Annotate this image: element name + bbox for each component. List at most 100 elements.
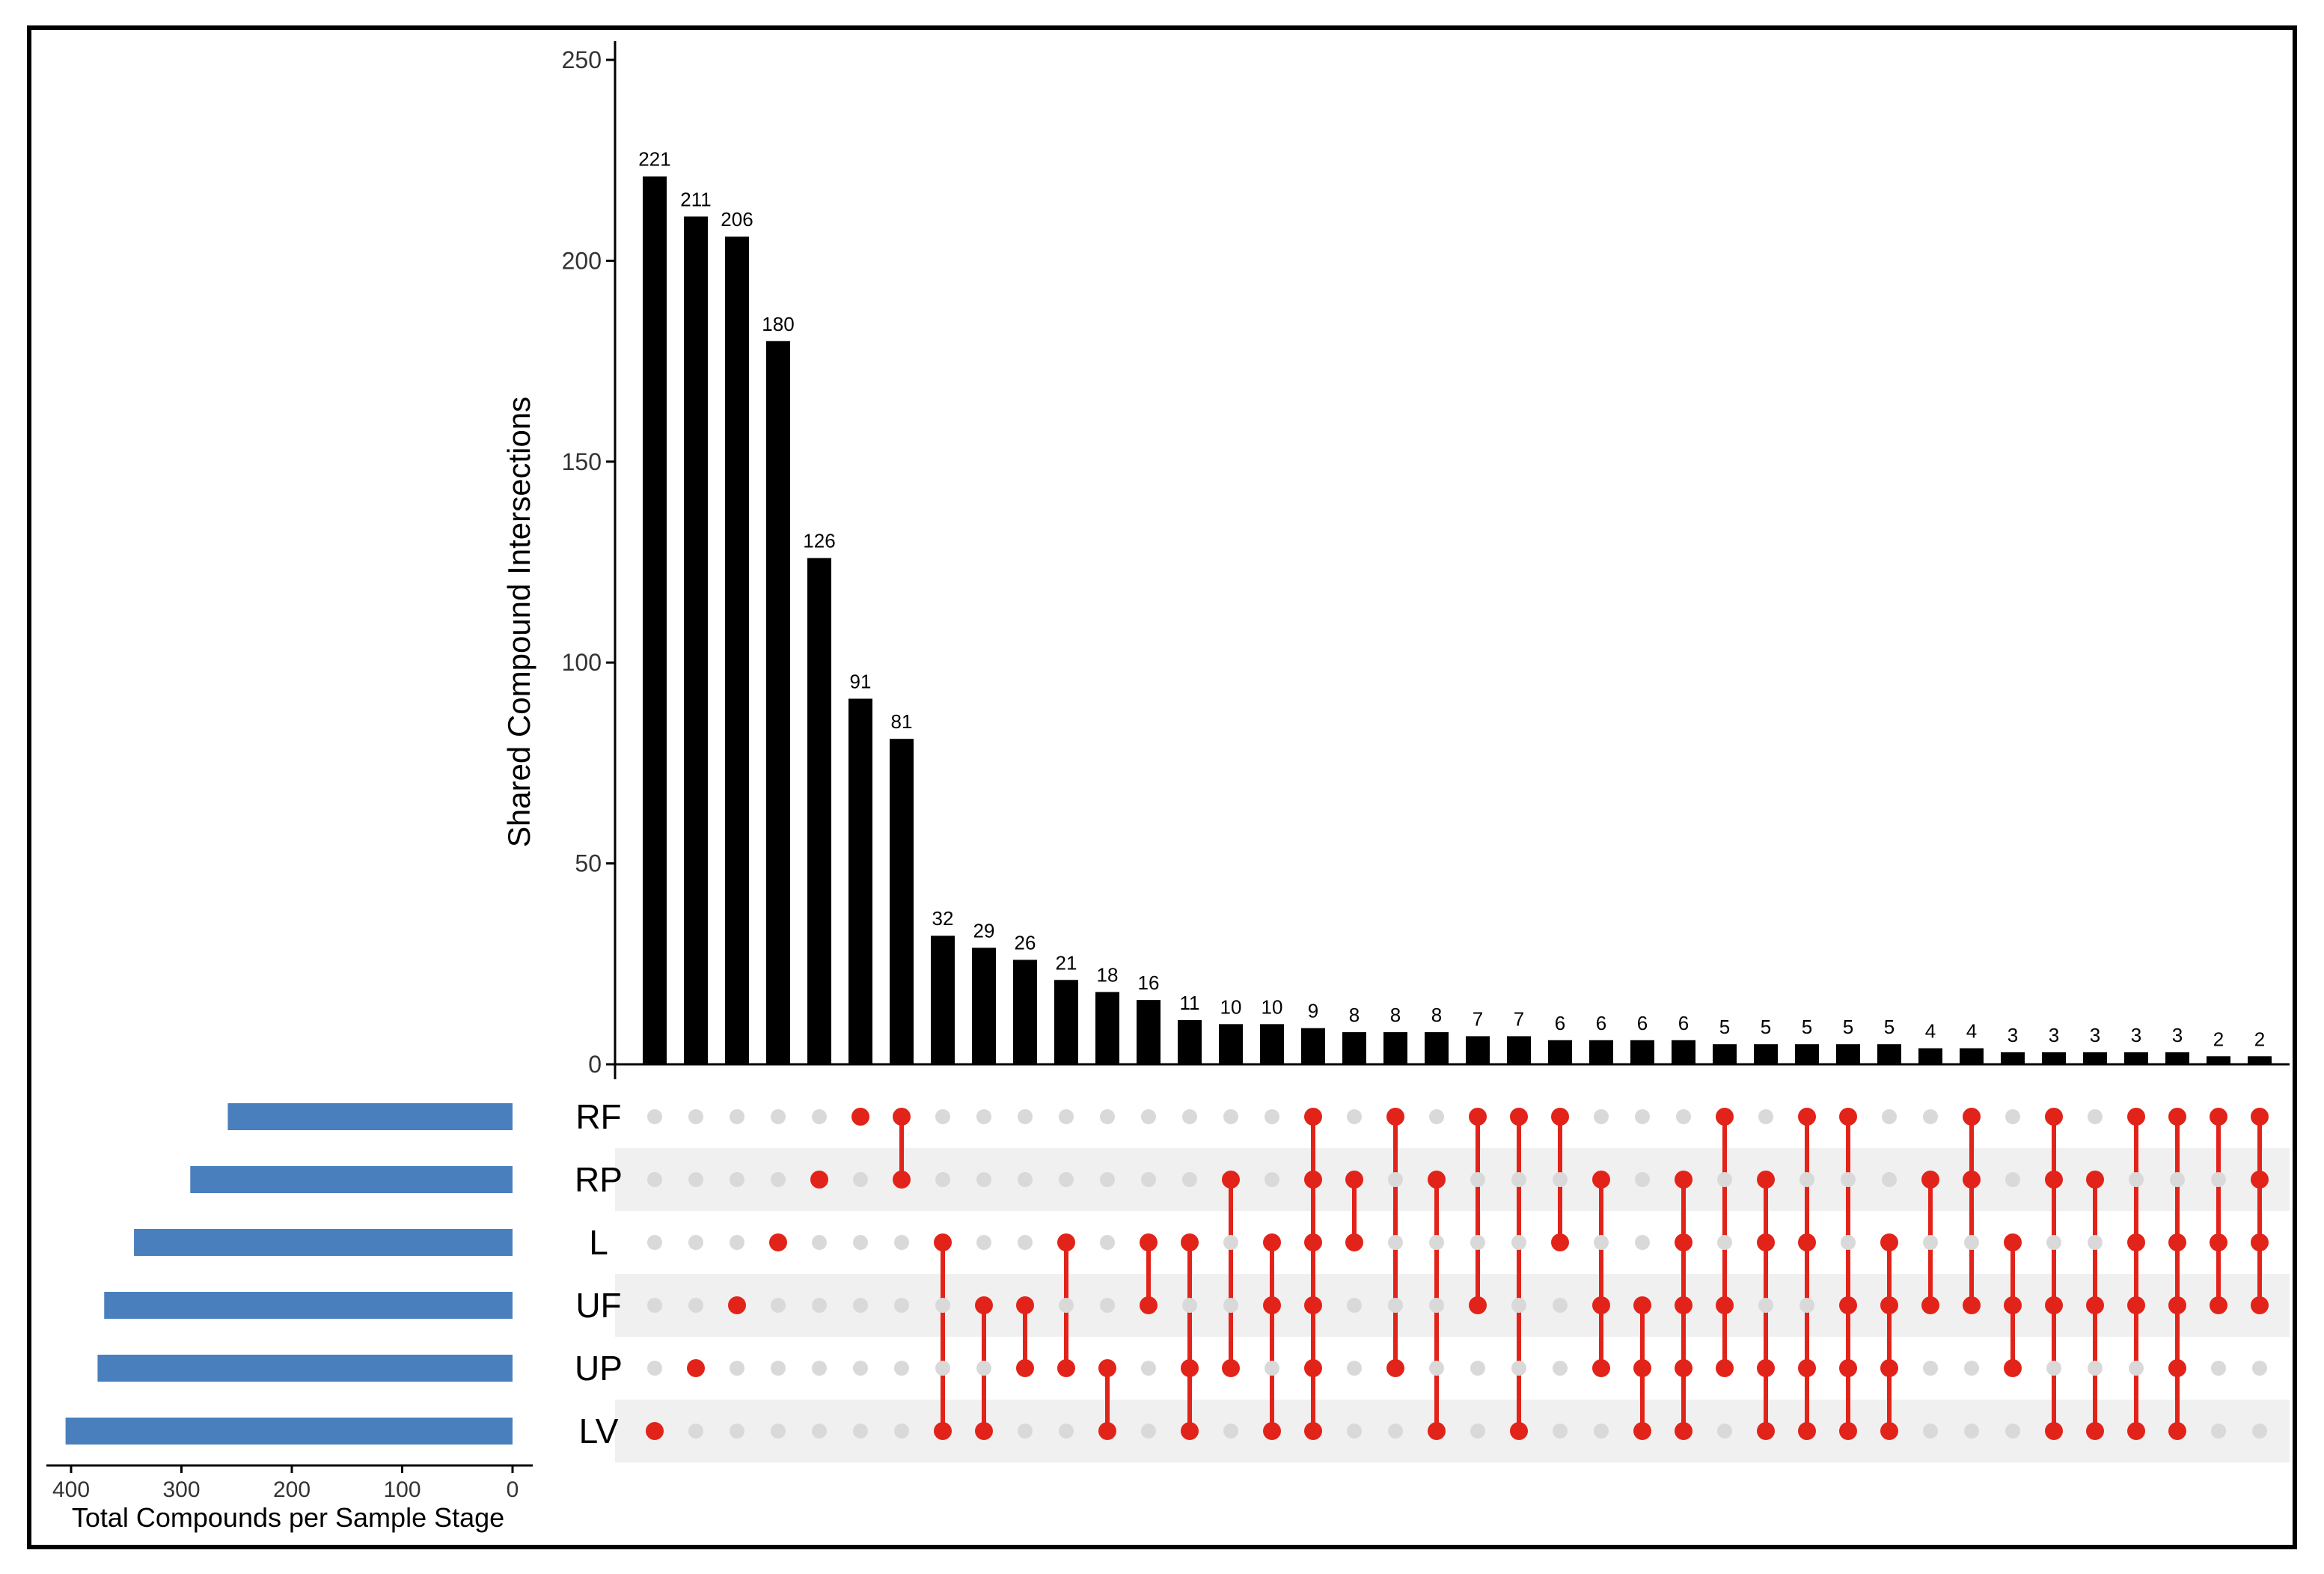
matrix-dot-inactive [730, 1235, 744, 1250]
bar-value-label: 18 [1097, 963, 1119, 986]
matrix-dot-active [2168, 1296, 2186, 1314]
matrix-dot-inactive [1100, 1172, 1115, 1187]
matrix-dot-active [1798, 1233, 1816, 1251]
intersection-bar [1013, 960, 1037, 1064]
matrix-dot-inactive [1388, 1235, 1403, 1250]
intersection-bar [1672, 1040, 1695, 1064]
matrix-dot-active [646, 1422, 664, 1440]
matrix-dot-active [2251, 1233, 2269, 1251]
bar-value-label: 10 [1262, 995, 1283, 1018]
matrix-dot-inactive [976, 1109, 991, 1124]
matrix-dot-inactive [1223, 1235, 1238, 1250]
matrix-dot-inactive [2088, 1235, 2103, 1250]
y-axis-title: Shared Compound Intersections [501, 397, 536, 847]
matrix-dot-active [934, 1233, 952, 1251]
bar-value-label: 3 [2172, 1024, 2183, 1046]
matrix-dot-active [2210, 1108, 2227, 1126]
matrix-dot-inactive [688, 1424, 703, 1439]
intersection-bar [2207, 1056, 2230, 1064]
matrix-dot-active [2251, 1108, 2269, 1126]
set-size-bar-rp [190, 1166, 513, 1193]
matrix-dot-active [2004, 1359, 2022, 1377]
bar-value-label: 4 [1925, 1020, 1936, 1043]
set-size-tick-label: 300 [162, 1477, 200, 1502]
matrix-dot-active [1798, 1108, 1816, 1126]
matrix-dot-active [2251, 1296, 2269, 1314]
matrix-dot-inactive [647, 1298, 662, 1313]
matrix-dot-inactive [1511, 1361, 1526, 1376]
matrix-dot-inactive [935, 1298, 950, 1313]
matrix-dot-inactive [1717, 1235, 1732, 1250]
intersection-bar [1054, 980, 1078, 1064]
matrix-dot-active [1963, 1171, 1981, 1189]
matrix-dot-active [1386, 1359, 1404, 1377]
matrix-dot-active [2168, 1233, 2186, 1251]
intersection-bar [2165, 1052, 2189, 1064]
matrix-dot-active [2004, 1233, 2022, 1251]
bar-value-label: 5 [1719, 1016, 1730, 1038]
matrix-dot-inactive [1223, 1298, 1238, 1313]
matrix-dot-inactive [853, 1235, 868, 1250]
set-size-tick-label: 0 [507, 1477, 519, 1502]
matrix-dot-active [1592, 1296, 1610, 1314]
matrix-dot-inactive [1717, 1424, 1732, 1439]
matrix-dot-inactive [1882, 1109, 1897, 1124]
bar-value-label: 3 [2090, 1024, 2100, 1046]
matrix-dot-active [1263, 1296, 1281, 1314]
y-tick-label: 100 [562, 649, 602, 676]
matrix-dot-active [975, 1422, 993, 1440]
matrix-dot-inactive [1347, 1361, 1362, 1376]
matrix-dot-active [2086, 1422, 2104, 1440]
intersection-bar [1836, 1044, 1860, 1064]
matrix-dot-active [2127, 1233, 2145, 1251]
matrix-dot-inactive [1470, 1424, 1485, 1439]
matrix-dot-inactive [1511, 1298, 1526, 1313]
matrix-dot-inactive [1429, 1361, 1444, 1376]
matrix-dot-inactive [771, 1361, 786, 1376]
matrix-dot-inactive [1553, 1424, 1568, 1439]
matrix-dot-active [1222, 1171, 1240, 1189]
intersection-bar [1877, 1044, 1901, 1064]
matrix-dot-inactive [647, 1361, 662, 1376]
matrix-dot-active [2004, 1296, 2022, 1314]
matrix-dot-inactive [894, 1361, 909, 1376]
matrix-dot-inactive [1635, 1172, 1650, 1187]
y-tick-label: 150 [562, 448, 602, 475]
bar-value-label: 16 [1138, 971, 1160, 994]
matrix-dot-active [1140, 1296, 1158, 1314]
matrix-dot-inactive [1265, 1109, 1279, 1124]
matrix-dot-active [1263, 1233, 1281, 1251]
matrix-dot-inactive [2005, 1172, 2020, 1187]
matrix-dot-active [851, 1108, 869, 1126]
matrix-dot-inactive [1882, 1172, 1897, 1187]
bar-value-label: 10 [1220, 995, 1242, 1018]
intersection-bar [1630, 1040, 1654, 1064]
set-label-rp: RP [575, 1160, 623, 1199]
matrix-dot-active [1057, 1359, 1075, 1377]
bar-value-label: 6 [1678, 1012, 1689, 1034]
matrix-dot-active [1963, 1108, 1981, 1126]
intersection-bar [1589, 1040, 1613, 1064]
matrix-dot-active [2168, 1359, 2186, 1377]
matrix-dot-inactive [1799, 1298, 1814, 1313]
matrix-dot-active [2251, 1171, 2269, 1189]
matrix-dot-inactive [2005, 1109, 2020, 1124]
matrix-dot-inactive [894, 1235, 909, 1250]
matrix-dot-inactive [1594, 1109, 1609, 1124]
matrix-dot-active [1675, 1296, 1692, 1314]
matrix-dot-inactive [1799, 1172, 1814, 1187]
intersection-bar [972, 948, 996, 1064]
matrix-dot-active [1551, 1233, 1569, 1251]
bar-value-label: 26 [1015, 931, 1036, 954]
intersection-bar [1383, 1032, 1407, 1064]
matrix-dot-active [1140, 1233, 1158, 1251]
matrix-dot-active [975, 1296, 993, 1314]
matrix-dot-inactive [1635, 1235, 1650, 1250]
intersection-bar [1260, 1024, 1284, 1064]
matrix-dot-inactive [1717, 1172, 1732, 1187]
matrix-dot-inactive [2046, 1361, 2061, 1376]
matrix-dot-inactive [1635, 1109, 1650, 1124]
matrix-dot-inactive [2252, 1424, 2267, 1439]
matrix-dot-inactive [2088, 1109, 2103, 1124]
matrix-dot-inactive [2005, 1424, 2020, 1439]
